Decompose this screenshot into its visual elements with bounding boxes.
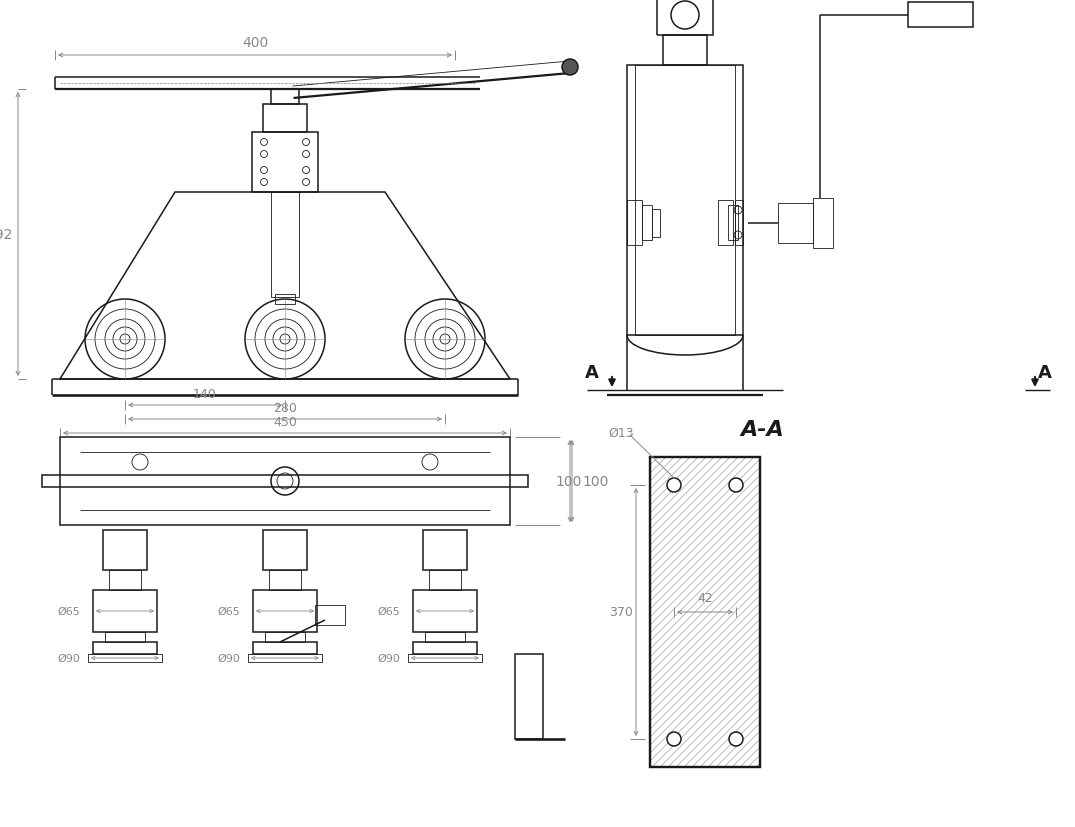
Text: 42: 42 [697, 591, 713, 605]
Bar [635, 66, 735, 336]
Bar [248, 654, 322, 662]
Bar [88, 654, 162, 662]
Text: A: A [1038, 364, 1052, 381]
Bar [253, 590, 317, 632]
Bar [253, 643, 317, 654]
Text: 400: 400 [242, 36, 268, 50]
Bar [422, 530, 467, 571]
Text: A-A: A-A [740, 419, 784, 439]
Bar [425, 632, 465, 643]
Text: Ø13: Ø13 [608, 426, 633, 439]
Bar [735, 201, 743, 246]
Bar [413, 590, 477, 632]
Text: Ø90: Ø90 [217, 653, 240, 663]
Bar [271, 193, 299, 298]
Text: A: A [585, 364, 599, 381]
Bar [413, 643, 477, 654]
Bar [650, 457, 760, 767]
Bar [103, 530, 147, 571]
Bar [627, 66, 743, 336]
Bar [263, 530, 307, 571]
Bar [60, 437, 510, 525]
Bar [642, 206, 653, 241]
Bar [408, 654, 482, 662]
Text: 280: 280 [273, 402, 297, 414]
Circle shape [666, 479, 680, 492]
Text: Ø90: Ø90 [57, 653, 80, 663]
Bar [650, 457, 760, 767]
Bar [663, 36, 707, 66]
Text: 370: 370 [610, 605, 633, 619]
Bar [429, 571, 461, 590]
Text: Ø65: Ø65 [57, 606, 80, 616]
Bar [718, 201, 733, 246]
Circle shape [562, 60, 578, 76]
Bar [263, 105, 307, 133]
Bar [252, 133, 318, 193]
Circle shape [729, 732, 743, 746]
Bar [515, 654, 543, 739]
Text: 392: 392 [0, 227, 13, 241]
Bar [269, 571, 301, 590]
Bar [94, 643, 157, 654]
Bar [271, 90, 299, 105]
Text: Ø90: Ø90 [377, 653, 400, 663]
Bar [105, 632, 145, 643]
Bar [728, 206, 739, 241]
Bar [266, 632, 305, 643]
Bar [315, 605, 345, 625]
Bar [813, 198, 833, 249]
Bar [94, 590, 157, 632]
Text: 450: 450 [273, 415, 297, 428]
Bar [109, 571, 141, 590]
Text: 100: 100 [556, 475, 582, 489]
Bar [657, 0, 713, 36]
Bar [275, 294, 295, 304]
Bar [627, 201, 642, 246]
Text: Ø65: Ø65 [217, 606, 240, 616]
Bar [42, 476, 528, 487]
Bar [778, 203, 813, 244]
Text: 100: 100 [582, 475, 608, 489]
Text: 140: 140 [194, 388, 217, 400]
Circle shape [666, 732, 680, 746]
Bar [908, 3, 973, 28]
Text: Ø65: Ø65 [377, 606, 400, 616]
Bar [653, 210, 660, 237]
Circle shape [729, 479, 743, 492]
